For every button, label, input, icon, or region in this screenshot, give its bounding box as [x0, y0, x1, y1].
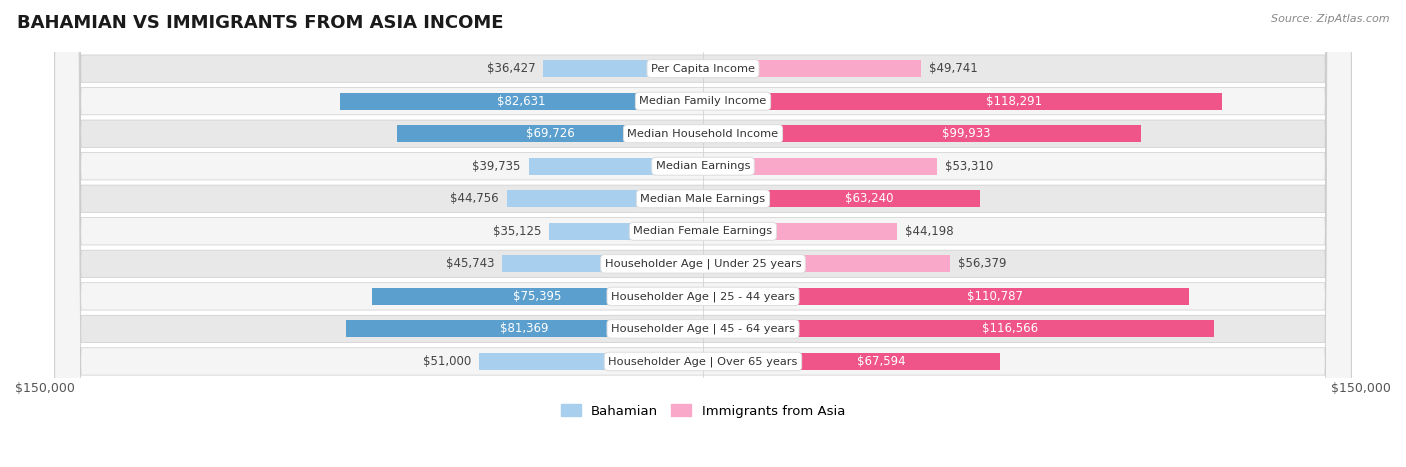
- Text: Householder Age | Over 65 years: Householder Age | Over 65 years: [609, 356, 797, 367]
- Text: $36,427: $36,427: [486, 62, 536, 75]
- FancyBboxPatch shape: [55, 0, 1351, 467]
- Bar: [543, 60, 703, 77]
- Text: $67,594: $67,594: [856, 355, 905, 368]
- Text: Median Family Income: Median Family Income: [640, 96, 766, 106]
- Text: Householder Age | Under 25 years: Householder Age | Under 25 years: [605, 259, 801, 269]
- Bar: [703, 255, 950, 272]
- Text: $118,291: $118,291: [986, 95, 1042, 108]
- Text: Median Household Income: Median Household Income: [627, 129, 779, 139]
- Bar: [396, 125, 703, 142]
- Text: $81,369: $81,369: [501, 322, 548, 335]
- Text: Per Capita Income: Per Capita Income: [651, 64, 755, 74]
- Text: Median Earnings: Median Earnings: [655, 161, 751, 171]
- Bar: [373, 288, 703, 305]
- Text: $53,310: $53,310: [945, 160, 993, 173]
- Text: Source: ZipAtlas.com: Source: ZipAtlas.com: [1271, 14, 1389, 24]
- FancyBboxPatch shape: [55, 0, 1351, 467]
- Bar: [479, 353, 703, 370]
- FancyBboxPatch shape: [55, 0, 1351, 467]
- Bar: [703, 353, 1000, 370]
- Text: Householder Age | 25 - 44 years: Householder Age | 25 - 44 years: [612, 291, 794, 302]
- Bar: [340, 93, 703, 110]
- FancyBboxPatch shape: [55, 0, 1351, 467]
- Text: $44,198: $44,198: [905, 225, 953, 238]
- Text: $99,933: $99,933: [942, 127, 990, 140]
- Legend: Bahamian, Immigrants from Asia: Bahamian, Immigrants from Asia: [555, 399, 851, 423]
- Text: Median Female Earnings: Median Female Earnings: [634, 226, 772, 236]
- FancyBboxPatch shape: [55, 0, 1351, 467]
- Text: $45,743: $45,743: [446, 257, 495, 270]
- Bar: [703, 288, 1189, 305]
- Bar: [548, 223, 703, 240]
- Bar: [703, 191, 980, 207]
- Text: $82,631: $82,631: [498, 95, 546, 108]
- Text: $116,566: $116,566: [981, 322, 1038, 335]
- Bar: [703, 320, 1215, 337]
- Bar: [703, 158, 936, 175]
- Text: $69,726: $69,726: [526, 127, 575, 140]
- Text: $63,240: $63,240: [845, 192, 894, 205]
- FancyBboxPatch shape: [55, 0, 1351, 467]
- Bar: [346, 320, 703, 337]
- Bar: [703, 93, 1222, 110]
- Text: $49,741: $49,741: [929, 62, 977, 75]
- FancyBboxPatch shape: [55, 0, 1351, 467]
- Text: $110,787: $110,787: [966, 290, 1022, 303]
- Text: Householder Age | 45 - 64 years: Householder Age | 45 - 64 years: [612, 324, 794, 334]
- FancyBboxPatch shape: [55, 0, 1351, 467]
- Bar: [529, 158, 703, 175]
- Bar: [703, 223, 897, 240]
- Text: Median Male Earnings: Median Male Earnings: [641, 194, 765, 204]
- Text: $39,735: $39,735: [472, 160, 520, 173]
- Text: $56,379: $56,379: [959, 257, 1007, 270]
- FancyBboxPatch shape: [55, 0, 1351, 467]
- Bar: [506, 191, 703, 207]
- Text: $51,000: $51,000: [423, 355, 471, 368]
- Text: $35,125: $35,125: [492, 225, 541, 238]
- FancyBboxPatch shape: [55, 0, 1351, 467]
- Text: BAHAMIAN VS IMMIGRANTS FROM ASIA INCOME: BAHAMIAN VS IMMIGRANTS FROM ASIA INCOME: [17, 14, 503, 32]
- Bar: [703, 125, 1142, 142]
- Text: $44,756: $44,756: [450, 192, 499, 205]
- Bar: [703, 60, 921, 77]
- Text: $75,395: $75,395: [513, 290, 562, 303]
- Bar: [502, 255, 703, 272]
